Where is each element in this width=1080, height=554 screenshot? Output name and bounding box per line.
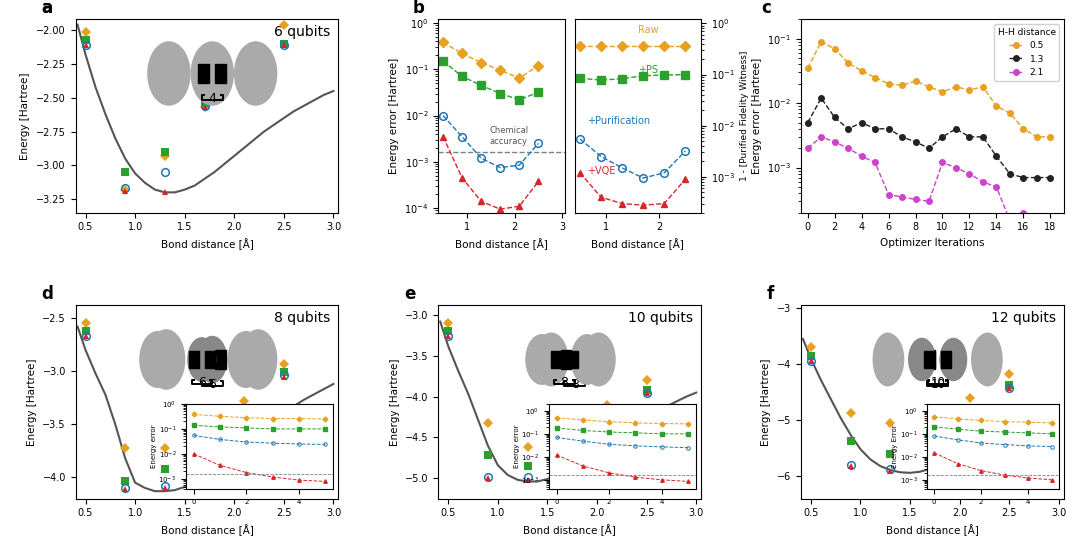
Text: 6 qubits: 6 qubits (274, 25, 330, 39)
Y-axis label: Energy error [Hartree]: Energy error [Hartree] (389, 58, 399, 174)
Legend: 0.5, 1.3, 2.1: 0.5, 1.3, 2.1 (994, 24, 1059, 81)
X-axis label: Bond distance [Å]: Bond distance [Å] (592, 238, 685, 250)
Text: a: a (41, 0, 53, 18)
Text: b: b (413, 0, 424, 18)
Text: +VQE: +VQE (588, 166, 616, 176)
Y-axis label: Energy [Hartree]: Energy [Hartree] (21, 72, 30, 160)
X-axis label: Bond distance [Å]: Bond distance [Å] (161, 238, 254, 250)
Text: +PS: +PS (638, 65, 658, 75)
Y-axis label: 1 - [Purified Fidelity Witness]: 1 - [Purified Fidelity Witness] (741, 51, 750, 181)
Text: 12 qubits: 12 qubits (991, 311, 1056, 325)
Text: f: f (767, 285, 774, 304)
Text: e: e (404, 285, 416, 304)
Text: +Purification: +Purification (588, 116, 650, 126)
X-axis label: Optimizer Iterations: Optimizer Iterations (880, 238, 985, 248)
X-axis label: Bond distance [Å]: Bond distance [Å] (455, 238, 548, 250)
Text: Raw: Raw (638, 25, 659, 35)
Text: Chemical
accuracy: Chemical accuracy (490, 126, 529, 146)
Text: a: a (41, 0, 53, 18)
X-axis label: Bond distance [Å]: Bond distance [Å] (524, 524, 616, 536)
Text: 10 qubits: 10 qubits (629, 311, 693, 325)
Text: c: c (761, 0, 771, 18)
Text: 8 qubits: 8 qubits (274, 311, 330, 325)
Y-axis label: Energy [Hartree]: Energy [Hartree] (761, 358, 771, 446)
X-axis label: Bond distance [Å]: Bond distance [Å] (161, 524, 254, 536)
Text: d: d (41, 285, 53, 304)
Y-axis label: Energy error [Hartree]: Energy error [Hartree] (752, 58, 761, 174)
X-axis label: Bond distance [Å]: Bond distance [Å] (886, 524, 978, 536)
Y-axis label: Energy [Hartree]: Energy [Hartree] (27, 358, 37, 446)
Y-axis label: Energy [Hartree]: Energy [Hartree] (390, 358, 400, 446)
